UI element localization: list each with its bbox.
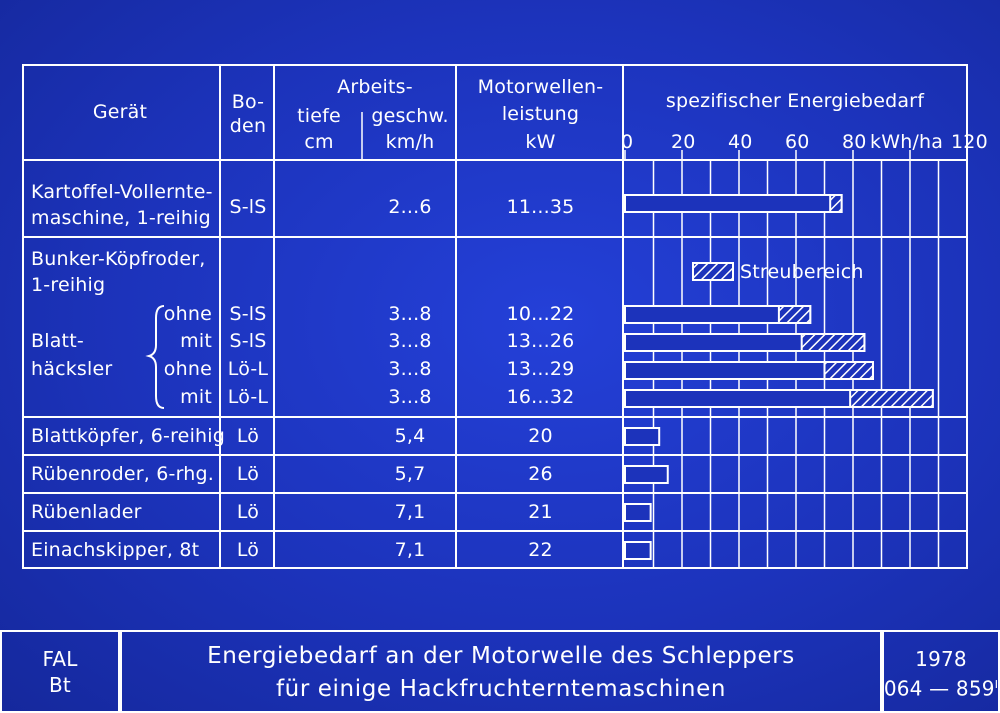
row6-label: Blattköpfer, 6-reihig <box>31 425 226 447</box>
row8-leistung: 21 <box>528 501 553 523</box>
header-boden-1: Bo- <box>231 91 265 113</box>
bar-outline <box>624 541 652 560</box>
tick-label: kWh/ha <box>870 131 944 153</box>
row7-boden: Lö <box>236 463 260 485</box>
row3-geschw: 3...8 <box>388 330 432 352</box>
header-motor-unit: kW <box>525 131 556 153</box>
row3-leistung: 13...26 <box>506 330 575 352</box>
row9-leistung: 22 <box>528 539 553 561</box>
row4-word: ohne <box>163 358 212 380</box>
bar-outline <box>624 465 669 484</box>
brace <box>145 305 165 409</box>
row7-leistung: 26 <box>528 463 553 485</box>
row0-leistung: 11...35 <box>506 196 575 218</box>
bar-range-hatched <box>849 389 934 408</box>
row7-label: Rübenroder, 6-rhg. <box>31 463 215 485</box>
bar-range-hatched <box>800 333 866 352</box>
legend-label: Streubereich <box>740 261 864 283</box>
header-tiefe-unit: cm <box>304 131 334 153</box>
header-motor-2: leistung <box>501 103 580 125</box>
row0-label2: maschine, 1-reihig <box>31 207 211 229</box>
row1-label1: Bunker-Köpfroder, <box>31 248 206 270</box>
footer-title-2: für einige Hackfruchterntemaschinen <box>275 676 727 702</box>
row0-boden: S-lS <box>229 196 267 218</box>
row5-geschw: 3...8 <box>388 386 432 408</box>
row9-boden: Lö <box>236 539 260 561</box>
tick-label: 0 <box>621 131 634 153</box>
row5-word: mit <box>180 386 212 408</box>
footer-fal: FAL <box>42 647 78 671</box>
row4-leistung: 13...29 <box>506 358 575 380</box>
row5-leistung: 16...32 <box>506 386 575 408</box>
tick-label: 40 <box>728 131 753 153</box>
row6-geschw: 5,4 <box>394 425 426 447</box>
row1-label2: 1-reihig <box>31 274 106 296</box>
row3-word: mit <box>180 330 212 352</box>
row9-geschw: 7,1 <box>394 539 426 561</box>
row7-geschw: 5,7 <box>394 463 426 485</box>
footer-center-box <box>120 630 882 713</box>
footer-year: 1978 <box>915 647 967 671</box>
bar-range-hatched <box>777 305 812 324</box>
legend-swatch <box>692 262 734 281</box>
row8-boden: Lö <box>236 501 260 523</box>
header-geschw-unit: km/h <box>385 131 435 153</box>
row0-label1: Kartoffel-Vollernte- <box>31 181 213 203</box>
row4-geschw: 3...8 <box>388 358 432 380</box>
row6-leistung: 20 <box>528 425 553 447</box>
blatt-label-2: häcksler <box>31 358 113 380</box>
footer-right-box <box>882 630 1000 713</box>
tick-label: 20 <box>671 131 696 153</box>
header-tiefe: tiefe <box>297 105 341 127</box>
row2-leistung: 10...22 <box>506 303 575 325</box>
header-boden-2: den <box>229 115 267 137</box>
footer-code: 064 — 859I <box>882 674 1000 700</box>
bar-range-hatched <box>823 361 874 380</box>
bar-outline <box>624 427 661 446</box>
footer-code-sup: I <box>994 678 999 691</box>
footer-code-text: 064 — 859 <box>883 676 995 701</box>
table-border <box>22 64 968 569</box>
footer-title-1: Energiebedarf an der Motorwelle des Schl… <box>207 643 795 669</box>
tick-label: 60 <box>785 131 810 153</box>
header-arbeits: Arbeits- <box>337 76 413 98</box>
footer-bt: Bt <box>49 673 71 697</box>
header-geschw: geschw. <box>371 105 449 127</box>
header-motor-1: Motorwellen- <box>477 76 604 98</box>
tick-label: 80 <box>842 131 867 153</box>
row5-boden: Lö-L <box>227 386 269 408</box>
row0-geschw: 2...6 <box>388 196 432 218</box>
header-geraet: Gerät <box>92 101 148 123</box>
row8-label: Rübenlader <box>31 501 142 523</box>
row8-geschw: 7,1 <box>394 501 426 523</box>
tick-label: 120 <box>951 131 988 153</box>
blatt-label-1: Blatt- <box>31 330 84 352</box>
row3-boden: S-lS <box>229 330 267 352</box>
row9-label: Einachskipper, 8t <box>31 539 200 561</box>
row4-boden: Lö-L <box>227 358 269 380</box>
row2-geschw: 3...8 <box>388 303 432 325</box>
bar-outline <box>624 194 843 213</box>
row6-boden: Lö <box>236 425 260 447</box>
footer-left-box <box>0 630 120 713</box>
row2-word: ohne <box>163 303 212 325</box>
bar-range-hatched <box>829 194 843 213</box>
bar-outline <box>624 503 652 522</box>
row2-boden: S-lS <box>229 303 267 325</box>
header-energie: spezifischer Energiebedarf <box>665 90 925 112</box>
